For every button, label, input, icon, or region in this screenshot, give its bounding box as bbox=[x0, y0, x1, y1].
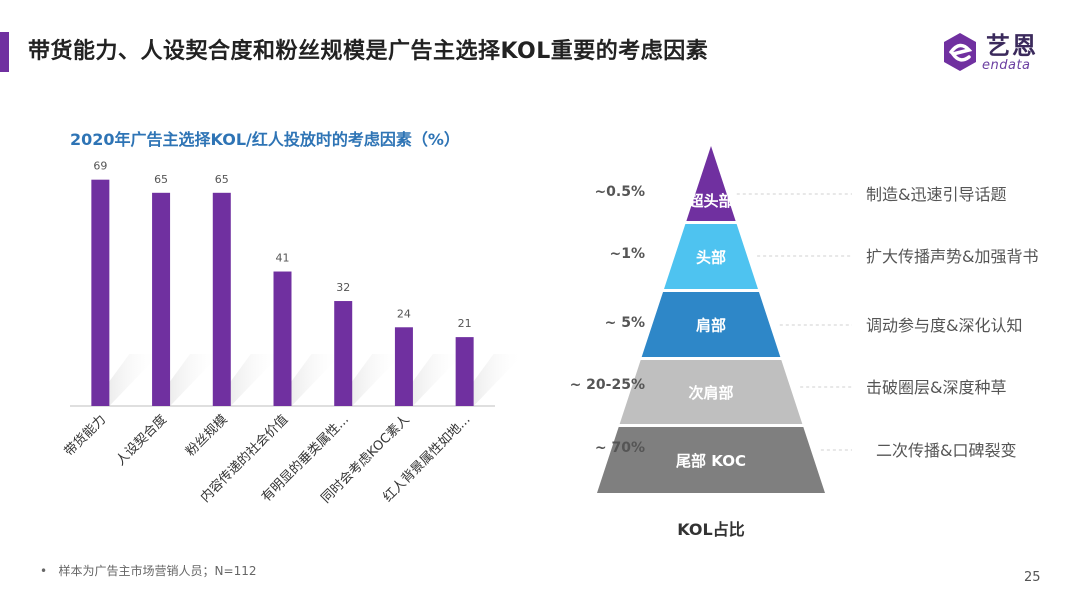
pyramid-level-label: 头部 bbox=[696, 249, 726, 267]
pyramid-level-label: 次肩部 bbox=[688, 384, 733, 402]
bar bbox=[212, 192, 231, 406]
pyramid-level bbox=[597, 427, 825, 493]
pyramid-level-label: 超头部 bbox=[687, 192, 733, 210]
pyramid-share-label: ~1% bbox=[610, 246, 646, 262]
pyramid-role-label: 制造&迅速引导话题 bbox=[866, 185, 1006, 204]
bar-value-label: 21 bbox=[458, 317, 472, 330]
pyramid-level bbox=[641, 292, 781, 357]
bar-value-label: 32 bbox=[336, 281, 350, 294]
bar bbox=[273, 271, 292, 406]
pyramid-role-label: 扩大传播声势&加强背书 bbox=[866, 247, 1038, 266]
endata-logo: 艺恩 endata bbox=[938, 26, 1058, 78]
pyramid-share-label: ~ 70% bbox=[595, 440, 645, 456]
pyramid-share-label: ~ 5% bbox=[605, 315, 645, 331]
bar bbox=[394, 327, 413, 406]
bar-value-label: 65 bbox=[215, 173, 229, 186]
pyramid-share-label: ~ 20-25% bbox=[570, 377, 645, 393]
bar-value-label: 24 bbox=[397, 307, 411, 320]
pyramid-share-label: ~0.5% bbox=[594, 184, 645, 200]
footnote-text: 样本为广告主市场营销人员；N=112 bbox=[58, 564, 257, 578]
pyramid-level bbox=[619, 360, 803, 424]
pyramid-level bbox=[664, 224, 758, 289]
bar-value-label: 69 bbox=[93, 160, 107, 173]
bar bbox=[455, 337, 474, 406]
footnote: • 样本为广告主市场营销人员；N=112 bbox=[40, 564, 257, 578]
pyramid-level-label: 尾部 KOC bbox=[676, 452, 746, 470]
logo-text-en: endata bbox=[982, 58, 1031, 73]
bar-chart-title: 2020年广告主选择KOL/红人投放时的考虑因素（%） bbox=[70, 130, 460, 149]
page-number: 25 bbox=[1024, 570, 1041, 585]
page-title: 带货能力、人设契合度和粉丝规模是广告主选择KOL重要的考虑因素 bbox=[28, 39, 709, 64]
x-tick-label: 人设契合度 bbox=[113, 412, 170, 469]
x-tick-label: 带货能力 bbox=[61, 412, 109, 460]
logo-text-cn: 艺恩 bbox=[986, 32, 1038, 60]
pyramid-role-label: 二次传播&口碑裂变 bbox=[876, 441, 1016, 460]
pyramid-level-label: 肩部 bbox=[696, 317, 726, 335]
endata-logo-icon bbox=[944, 33, 976, 71]
bar-value-label: 41 bbox=[276, 252, 290, 265]
pyramid-title: KOL占比 bbox=[677, 520, 744, 539]
title-accent-bar bbox=[0, 32, 9, 72]
bar-value-label: 65 bbox=[154, 173, 168, 186]
bar bbox=[334, 301, 353, 406]
bar bbox=[152, 192, 171, 406]
x-tick-label: 粉丝规模 bbox=[183, 412, 230, 459]
bar bbox=[91, 179, 110, 406]
pyramid-role-label: 击破圈层&深度种草 bbox=[866, 378, 1006, 397]
pyramid-level bbox=[686, 146, 736, 221]
pyramid-role-label: 调动参与度&深化认知 bbox=[866, 316, 1022, 335]
